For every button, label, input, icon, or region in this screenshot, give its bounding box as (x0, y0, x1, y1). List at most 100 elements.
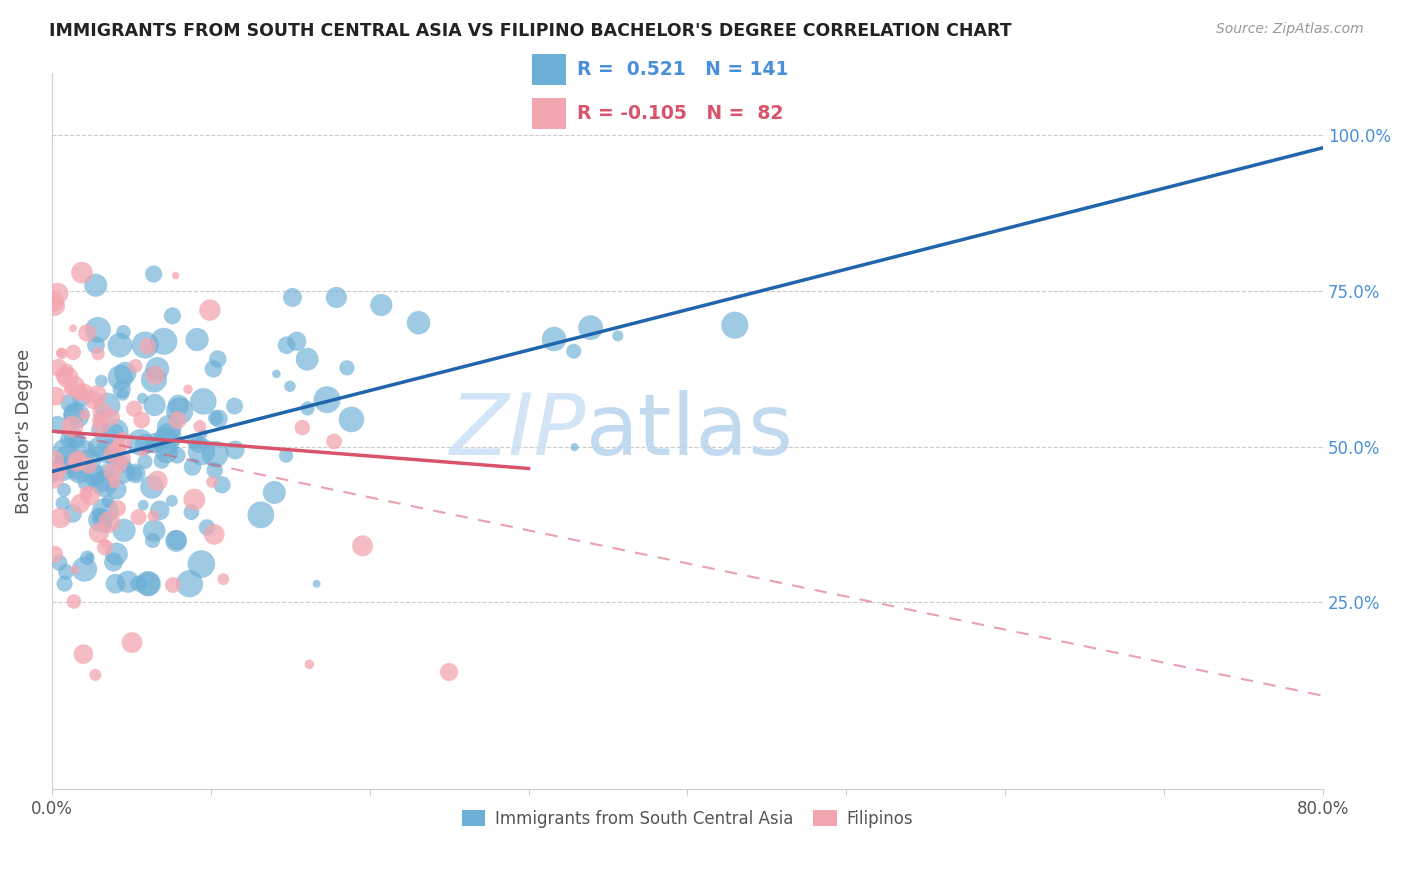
Point (65, 409, 87, 423)
Point (208, 411, 231, 425)
Point (56, 423, 79, 437)
Point (72, 647, 94, 661)
Point (69, 459, 91, 474)
Point (111, 465, 134, 479)
Point (142, 508, 165, 523)
Point (94, 518, 117, 533)
Point (202, 362, 225, 376)
Point (117, 574, 139, 589)
Point (204, 447, 226, 461)
Point (65, 465, 87, 479)
Point (87, 440, 110, 454)
Point (104, 475, 127, 490)
Point (42, 471, 65, 485)
Point (134, 455, 156, 469)
Point (103, 555, 125, 569)
Point (141, 480, 163, 494)
Point (53, 576, 76, 591)
Point (285, 334, 308, 349)
Point (44, 547, 66, 561)
Point (90, 410, 112, 425)
Point (87, 413, 110, 427)
Point (124, 467, 146, 481)
Point (193, 394, 215, 409)
Point (105, 547, 128, 561)
Point (51, 346, 73, 360)
Point (56, 451, 79, 466)
Point (97, 444, 120, 458)
Point (134, 437, 156, 451)
Point (63, 563, 86, 577)
Point (177, 382, 200, 396)
Point (62, 431, 84, 445)
Text: ZIP: ZIP (450, 390, 586, 473)
Point (55, 565, 77, 579)
Point (97, 442, 120, 457)
Point (77, 458, 100, 473)
Point (97, 494, 120, 508)
Point (112, 325, 135, 339)
Point (274, 449, 297, 463)
Point (142, 533, 165, 548)
Point (167, 398, 190, 412)
Point (53, 443, 76, 458)
Point (198, 303, 221, 318)
Point (67, 453, 90, 467)
Point (62, 436, 84, 450)
Point (150, 454, 173, 468)
Bar (531, 98, 565, 129)
Point (212, 572, 235, 586)
Point (298, 657, 321, 672)
Point (67, 463, 90, 477)
Point (124, 359, 146, 373)
Point (207, 351, 229, 366)
Point (79, 489, 101, 503)
Point (45, 389, 67, 403)
Point (73, 385, 96, 400)
Point (437, 665, 460, 679)
Point (101, 465, 124, 479)
Point (60, 419, 83, 434)
Point (70, 266, 93, 280)
Point (149, 503, 172, 517)
Point (112, 523, 135, 537)
Point (305, 576, 328, 591)
Point (169, 404, 191, 418)
Point (276, 338, 298, 352)
Point (77, 454, 100, 468)
Point (191, 426, 214, 441)
Point (165, 268, 187, 283)
Point (51, 462, 73, 476)
Point (281, 290, 304, 304)
Text: atlas: atlas (586, 390, 794, 473)
Point (44, 464, 66, 478)
Point (49, 346, 72, 360)
Point (87, 525, 110, 540)
Point (153, 334, 176, 349)
Point (69, 497, 91, 511)
Point (157, 429, 180, 443)
Point (98, 515, 121, 529)
Text: R =  0.521   N = 141: R = 0.521 N = 141 (578, 60, 789, 78)
Point (56, 364, 79, 378)
Point (186, 333, 208, 347)
Point (370, 298, 392, 312)
Point (107, 441, 129, 455)
Point (111, 387, 134, 401)
Point (76, 326, 98, 340)
Point (183, 492, 205, 507)
Point (316, 392, 339, 407)
Point (103, 452, 125, 467)
Point (75, 486, 97, 500)
Point (183, 434, 205, 449)
Point (105, 483, 128, 497)
Point (143, 524, 166, 538)
Point (86, 388, 108, 402)
Point (352, 539, 374, 553)
Point (340, 412, 363, 426)
Point (65, 455, 87, 469)
Point (190, 557, 212, 571)
Point (111, 434, 134, 449)
Point (195, 520, 218, 534)
Point (44, 299, 66, 313)
